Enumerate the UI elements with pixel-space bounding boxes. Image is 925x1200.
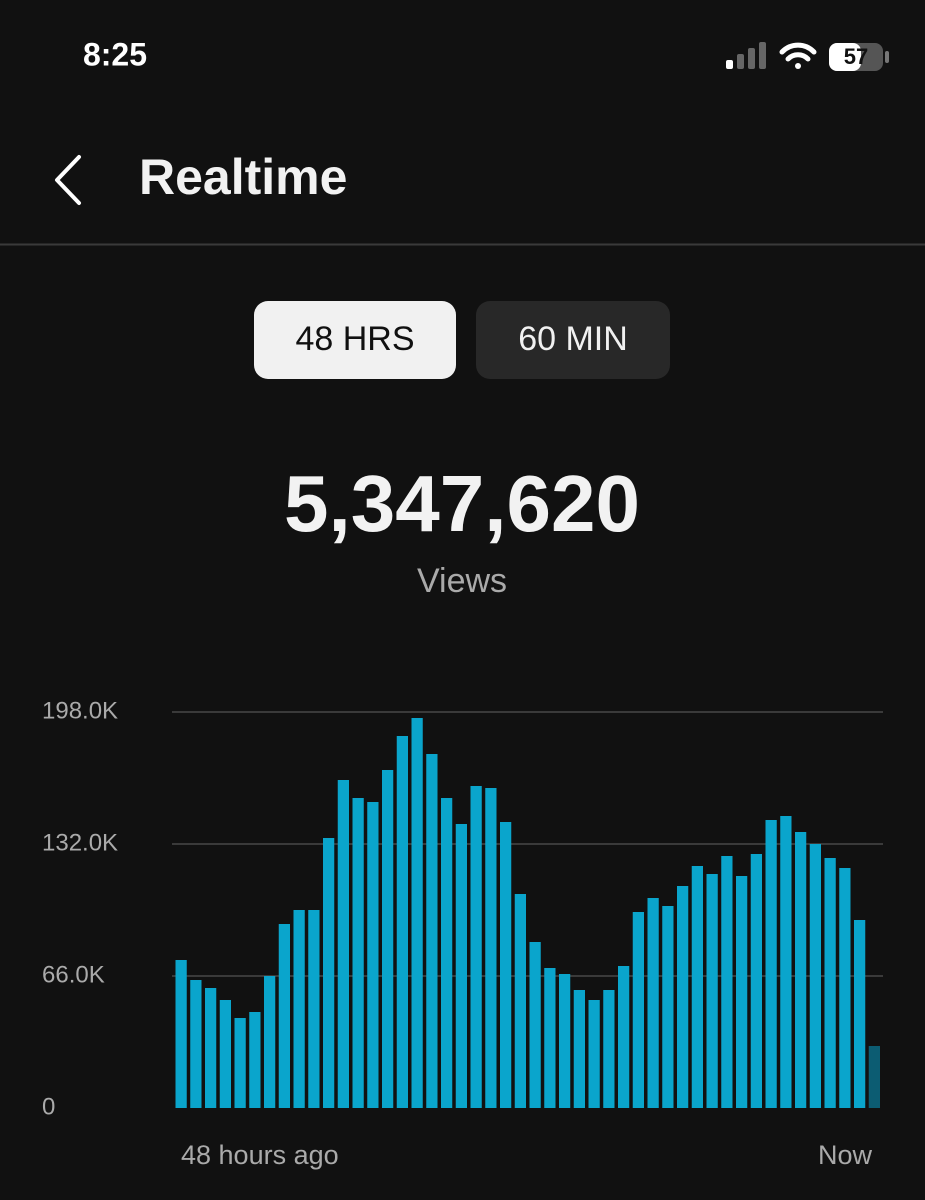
bar [500, 822, 512, 1108]
bar [573, 990, 585, 1108]
bar [588, 1000, 600, 1108]
bar [736, 876, 748, 1108]
bar [367, 802, 379, 1108]
bar [323, 838, 335, 1108]
bar [824, 858, 836, 1108]
tab-label: 48 HRS [295, 320, 414, 358]
y-tick-label: 198.0K [42, 697, 118, 724]
bar [677, 886, 689, 1108]
bar [514, 894, 526, 1108]
bar [750, 854, 762, 1108]
bar [559, 974, 571, 1108]
bar [264, 976, 276, 1108]
x-tick-label: 48 hours ago [181, 1140, 339, 1170]
bar [441, 798, 453, 1108]
bar [662, 906, 674, 1108]
bar [470, 786, 482, 1108]
bar [249, 1012, 261, 1108]
y-tick-label: 132.0K [42, 829, 118, 856]
bar [795, 832, 807, 1108]
bar [308, 910, 320, 1108]
bar [485, 788, 497, 1108]
tab-label: 60 MIN [518, 320, 628, 358]
bar [647, 898, 659, 1108]
bar [352, 798, 364, 1108]
tab-button[interactable] [254, 301, 456, 379]
bar [396, 736, 408, 1108]
signal-icon [726, 42, 766, 69]
tab-group: 48 HRS 60 MIN [254, 301, 670, 379]
bar [780, 816, 792, 1108]
bar [809, 844, 821, 1108]
y-tick-label: 0 [42, 1093, 55, 1120]
bar [868, 1046, 880, 1108]
tab-button[interactable] [476, 301, 670, 379]
bar [234, 1018, 246, 1108]
page-title: Realtime [139, 149, 347, 205]
bar [632, 912, 644, 1108]
bar [219, 1000, 231, 1108]
bar [175, 960, 187, 1108]
total-views: 5,347,620 [284, 459, 640, 548]
back-button[interactable] [55, 155, 81, 205]
bar [337, 780, 349, 1108]
total-label: Views [417, 562, 507, 600]
bar [544, 968, 556, 1108]
bar [382, 770, 394, 1108]
status-time: 8:25 [83, 36, 147, 72]
bar [765, 820, 777, 1108]
bar [721, 856, 733, 1108]
bar [205, 988, 217, 1108]
bar [293, 910, 305, 1108]
wifi-icon [779, 42, 817, 69]
y-tick-label: 66.0K [42, 961, 105, 988]
battery-icon [829, 43, 889, 71]
bar [278, 924, 290, 1108]
bar [854, 920, 866, 1108]
bar [691, 866, 703, 1108]
bar [455, 824, 467, 1108]
bar [839, 868, 851, 1108]
bar [426, 754, 438, 1108]
bar [618, 966, 630, 1108]
bar [603, 990, 615, 1108]
battery-level: 57 [844, 44, 868, 69]
bar [529, 942, 541, 1108]
bar [411, 718, 423, 1108]
chart: 0 66.0K 132.0K 198.0K 48 hours ago Now [42, 697, 883, 1170]
bar [706, 874, 718, 1108]
bar [190, 980, 202, 1108]
x-tick-label: Now [818, 1140, 873, 1170]
